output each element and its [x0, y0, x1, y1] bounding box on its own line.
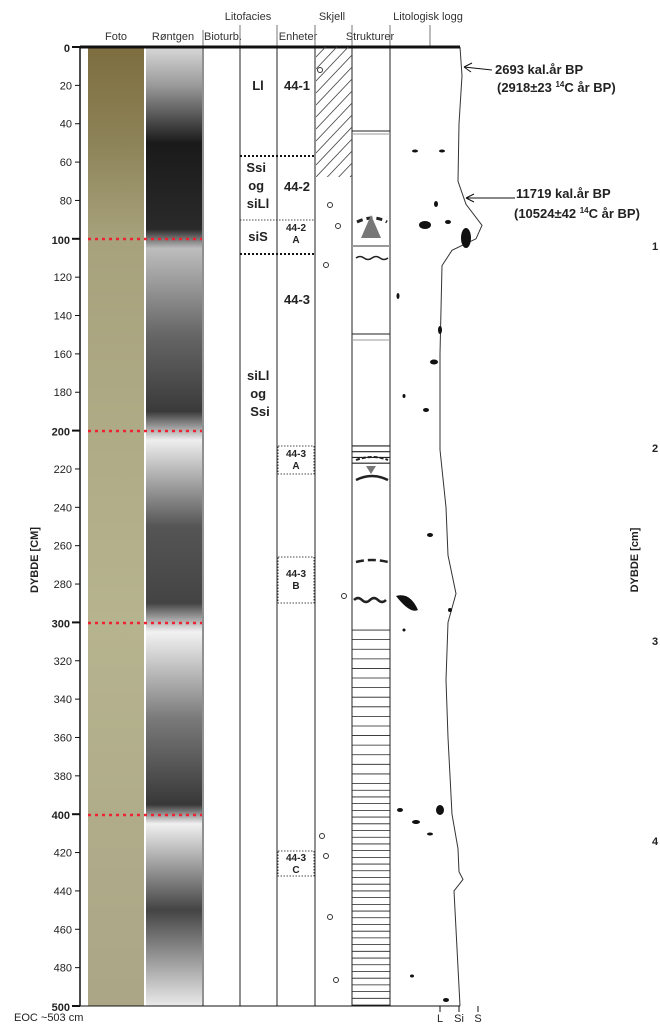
hatch-line [316, 114, 352, 154]
clasts [396, 149, 471, 1002]
hatch-line [316, 102, 352, 142]
unit-label: 44-3 B [286, 569, 306, 592]
header: Foto [105, 31, 127, 43]
column-headers: Litofacies Skjell Litologisk logg Foto R… [105, 11, 463, 47]
depth-tick-label: 440 [54, 886, 72, 898]
section-breaks [88, 237, 202, 817]
depth-tick-label: 40 [60, 119, 72, 131]
lithology-curve [439, 46, 483, 1007]
hatch-line [338, 162, 352, 177]
depth-tick-label: 500 [52, 1002, 70, 1014]
depth-tick-label: 480 [54, 963, 72, 975]
depth-tick-label: 160 [54, 349, 72, 361]
right-axis-number: 3 [652, 636, 658, 648]
depth-tick-label: 60 [60, 157, 72, 169]
depth-tick-label: 380 [54, 771, 72, 783]
hatch-line [316, 78, 352, 118]
header: Bioturb. [204, 31, 242, 43]
unit-label: 44-1 [284, 78, 310, 93]
depth-tick-label: 200 [52, 427, 70, 439]
grain-size-label: S [474, 1013, 481, 1025]
hatch-line [316, 66, 352, 106]
right-axis-number: 2 [652, 443, 658, 455]
right-axis-label: DYBDE [cm] [629, 527, 641, 592]
depth-tick-label: 220 [54, 464, 72, 476]
depth-tick-label: 260 [54, 541, 72, 553]
lithofacies-label: siLl og Ssi [247, 368, 273, 419]
facies-boundaries [240, 155, 315, 877]
depth-tick-label: 100 [52, 235, 70, 247]
header: Litofacies [225, 11, 272, 23]
unit-label: 44-3 [284, 292, 310, 307]
lithofacies-label: Ssi og siLl [246, 160, 269, 211]
hatch-line [316, 126, 352, 166]
date-annotation: 2693 kal.år BP (2918±23 14C år BP) [463, 62, 616, 95]
header: Skjell [319, 11, 345, 23]
depth-tick-label: 340 [54, 694, 72, 706]
header: Røntgen [152, 31, 194, 43]
hatch-line [349, 174, 352, 177]
structures [352, 130, 390, 1006]
unit-label: 44-2 [284, 179, 310, 194]
depth-tick-label: 400 [52, 810, 70, 822]
depth-tick-label: 420 [54, 848, 72, 860]
hatch-line [316, 47, 338, 70]
calibrated-date: 2693 kal.år BP [495, 62, 584, 77]
shell-symbols [317, 67, 347, 983]
depth-tick-label: 0 [64, 43, 70, 55]
depth-tick-label: 20 [60, 80, 72, 92]
hatch-line [316, 47, 349, 82]
unit-label: 44-2 A [286, 223, 306, 246]
hatch-line [316, 47, 327, 58]
header: Litologisk logg [393, 11, 463, 23]
hatch-line [316, 138, 352, 177]
right-axis-number: 1 [652, 241, 658, 253]
depth-tick-label: 460 [54, 924, 72, 936]
eoc-label: EOC ~503 cm [14, 1012, 83, 1024]
lithofacies-label: siS [248, 229, 268, 244]
right-axis-number: 4 [652, 836, 659, 848]
depth-tick-label: 140 [54, 311, 72, 323]
shell-hatching [316, 47, 352, 177]
depth-ticks: 0 20 40 60 80 100 120 140 160 180 200 220 240 260 280 3… [52, 43, 80, 1014]
hatch-line [316, 54, 352, 94]
xray-image [146, 47, 202, 1006]
column-borders [202, 47, 391, 1006]
depth-tick-label: 120 [54, 272, 72, 284]
depth-tick-label: 360 [54, 732, 72, 744]
grain-size-label: L [437, 1013, 443, 1025]
calibrated-date: 11719 kal.år BP [516, 186, 611, 201]
hatch-line [326, 150, 352, 177]
core-photo [88, 47, 144, 1006]
depth-tick-label: 180 [54, 387, 72, 399]
header: Strukturer [346, 31, 395, 43]
depth-axis-label: DYBDE [CM] [29, 527, 41, 593]
hatch-line [316, 90, 352, 130]
depth-tick-label: 80 [60, 195, 72, 207]
radiocarbon-date: (10524±42 14C år BP) [514, 206, 640, 221]
unit-label: 44-3 C [286, 853, 306, 876]
grain-size-label: Si [454, 1013, 464, 1025]
depth-tick-label: 240 [54, 502, 72, 514]
depth-tick-label: 300 [52, 618, 70, 630]
grain-size-ticks [439, 1006, 479, 1012]
unit-label: 44-3 A [286, 449, 306, 472]
header-ticks [202, 25, 431, 47]
depth-tick-label: 280 [54, 579, 72, 591]
radiocarbon-date: (2918±23 14C år BP) [497, 80, 616, 95]
date-annotation: 11719 kal.år BP (10524±42 14C år BP) [465, 186, 640, 221]
depth-tick-label: 320 [54, 656, 72, 668]
header: Enheter [279, 31, 318, 43]
lithofacies-label: Ll [252, 78, 264, 93]
